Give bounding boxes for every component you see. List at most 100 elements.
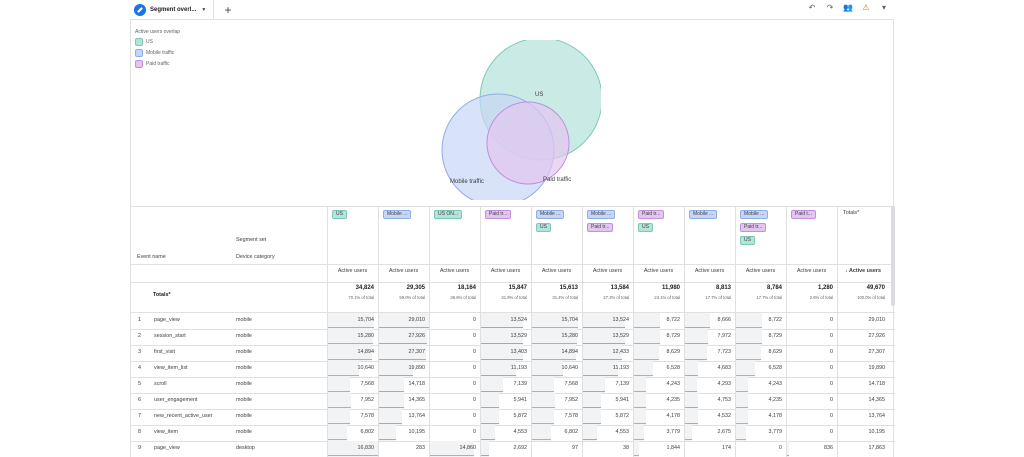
value-cell: 4,753 [717,397,732,403]
venn-paid-circle[interactable] [486,101,570,185]
value-cell: 174 [722,445,731,451]
metric-header-active-users[interactable]: Active users [796,268,827,274]
segment-chip[interactable]: Mobile ... [740,210,769,219]
value-cell: 15,280 [357,333,375,339]
value-bar [582,329,626,345]
undo-icon[interactable]: ↶ [808,3,816,12]
segment-chip[interactable]: Paid t... [791,210,816,219]
value-bar-underline [582,375,619,376]
column-divider [378,206,379,457]
value-cell: 11,193 [612,365,629,371]
device-category-cell: desktop [236,445,255,451]
value-cell: 8,729 [666,333,681,339]
device-category-header[interactable]: Device category [236,254,275,260]
segment-chip[interactable]: Mobile ... [383,210,412,219]
device-category-cell: mobile [236,413,252,419]
venn-paid-label: Paid traffic [543,177,571,183]
value-bar [633,409,646,425]
value-cell: 283 [416,445,425,451]
value-bar-underline [531,375,564,376]
table-row[interactable]: 2 session_start mobile 15,280 27,926 0 13,529 1… [131,329,895,346]
value-bar [735,425,747,441]
value-bar-underline [378,407,404,408]
table-row[interactable]: 6 user_engagement mobile 7,952 14,365 0 5,941 7… [131,393,895,410]
value-cell: 11,193 [510,365,527,371]
table-row[interactable]: 1 page_view mobile 15,704 29,010 0 13,524 15,70… [131,313,895,330]
segment-chip[interactable]: US ON... [434,210,463,219]
segment-chip[interactable]: Paid tr... [485,210,512,219]
segment-chip[interactable]: Mobile ... [689,210,718,219]
value-bar-underline [378,391,404,392]
tab-title: Segment overl... [150,7,197,13]
value-bar [531,313,579,329]
legend-item[interactable]: Mobile traffic [135,48,180,58]
more-options-icon[interactable]: ▾ [881,3,886,12]
event-name-header[interactable]: Event name [137,254,166,260]
value-cell: 0 [473,413,476,419]
table-row[interactable]: 5 scroll mobile 7,568 14,718 0 7,139 7,568 7,139… [131,377,895,394]
add-tab-button[interactable]: + [224,3,232,17]
value-cell: 13,764 [868,413,886,419]
metric-header-active-users[interactable]: Active users [490,268,521,274]
table-row[interactable]: 9 page_view desktop 16,830 283 14,860 2,692 97 3… [131,441,895,457]
row-number: 2 [138,333,141,339]
segment-chip[interactable]: US [740,236,755,245]
segment-chip[interactable]: Paid tr... [638,210,665,219]
event-name-cell: view_item_list [154,365,188,371]
venn-mobile-label: Mobile traffic [450,179,484,185]
metric-header-active-users[interactable]: Active users [337,268,368,274]
segment-chip[interactable]: Paid tr... [740,223,767,232]
metric-header-active-users[interactable]: Active users [694,268,725,274]
metric-header-active-users[interactable]: Active users [439,268,470,274]
value-bar [684,377,698,393]
warning-icon[interactable]: ⚠ [862,3,870,12]
value-bar [531,345,576,361]
redo-icon[interactable]: ↷ [826,3,834,12]
value-bar-underline [480,391,503,392]
tab-segment-overlap[interactable]: Segment overl... ▼ [130,0,214,20]
value-bar [480,313,524,329]
metric-header-active-users[interactable]: ↓ Active users [844,268,882,274]
value-bar-underline [378,439,396,440]
column-total-percent: 31.9% of total [501,295,527,300]
value-cell: 27,926 [868,333,886,339]
value-bar-underline [735,359,761,360]
segment-chip[interactable]: Mobile ... [587,210,616,219]
value-cell: 7,578 [360,413,375,419]
segment-chip[interactable]: Mobile ... [536,210,565,219]
value-bar [378,329,427,345]
value-bar [327,425,348,441]
table-row[interactable]: 4 view_item_list mobile 10,640 19,890 0 11,193… [131,361,895,378]
value-bar [327,329,374,345]
column-total-value: 15,847 [508,285,527,291]
metric-header-active-users[interactable]: Active users [643,268,674,274]
column-total-value: 1,280 [817,285,833,291]
totals-row-label: Totals* [153,292,171,298]
legend-item[interactable]: Paid traffic [135,59,180,69]
segment-chip[interactable]: Paid tr... [587,223,614,232]
metric-header-active-users[interactable]: Active users [388,268,419,274]
metric-header-active-users[interactable]: Active users [541,268,572,274]
column-total-percent: 59.0% of total [399,295,425,300]
value-bar [531,425,552,441]
segment-chip[interactable]: US [332,210,347,219]
share-icon[interactable]: 👥 [843,3,853,12]
value-cell: 0 [830,317,833,323]
segment-chip[interactable]: US [638,223,653,232]
legend-item[interactable]: US [135,37,180,47]
table-row[interactable]: 3 first_visit mobile 14,894 27,307 0 13,403 14,… [131,345,895,362]
chevron-down-icon[interactable]: ▼ [201,7,207,13]
table-scrollbar[interactable] [891,206,895,306]
value-cell: 0 [779,445,782,451]
value-bar [378,313,429,329]
value-cell: 0 [473,317,476,323]
column-total-value: 15,613 [559,285,578,291]
metric-header-active-users[interactable]: Active users [592,268,623,274]
event-name-cell: first_visit [154,349,175,355]
segment-chip[interactable]: US [536,223,551,232]
value-bar [378,361,414,377]
metric-header-active-users[interactable]: Active users [745,268,776,274]
value-bar [480,361,517,377]
table-row[interactable]: 8 view_item mobile 6,802 10,195 0 4,553 6,802 4,… [131,425,895,442]
table-row[interactable]: 7 new_recent_active_user mobile 7,578 13,764… [131,409,895,426]
